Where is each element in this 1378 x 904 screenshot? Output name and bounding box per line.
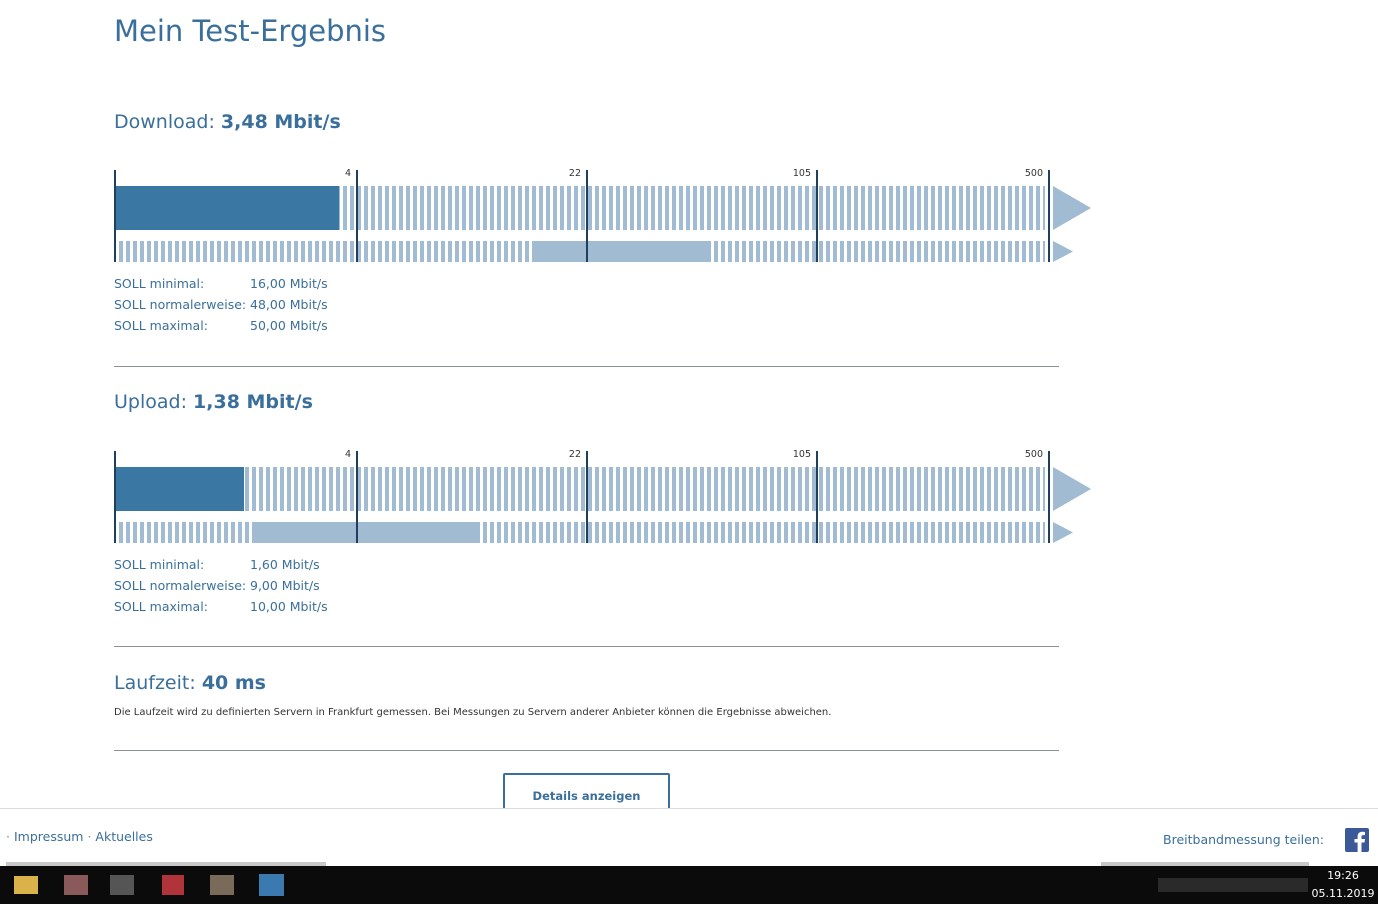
taskbar-icon[interactable] (110, 875, 134, 895)
footer-link[interactable]: Aktuelles (95, 829, 153, 844)
taskbar-icon[interactable] (162, 875, 184, 895)
download-value: 3,48 Mbit/s (220, 111, 341, 133)
download-heading: Download: 3,48 Mbit/s (114, 111, 341, 133)
scale-label: 105 (792, 168, 811, 179)
download-gauge: 4 22 105 500 (0, 168, 1100, 264)
scale-label: 22 (568, 168, 581, 179)
facebook-icon[interactable] (1345, 828, 1369, 852)
arrow-head (1053, 186, 1091, 230)
divider (114, 750, 1059, 751)
scrollbar (1101, 862, 1309, 866)
target-range (256, 522, 476, 543)
target-range (536, 241, 708, 262)
target-row: SOLL maximal: 10,00 Mbit/s (114, 599, 328, 614)
divider (114, 366, 1059, 367)
scale-label: 500 (1024, 168, 1043, 179)
target-label: SOLL normalerweise: (114, 297, 247, 312)
arrow-head (1053, 522, 1073, 543)
arrow-head (1053, 241, 1073, 262)
scale-label: 105 (792, 449, 811, 460)
latency-label: Laufzeit: (114, 672, 196, 694)
target-value: 9,00 Mbit/s (250, 578, 320, 593)
scrollbar (6, 862, 326, 866)
target-label: SOLL minimal: (114, 276, 205, 291)
measured-bar (115, 467, 244, 511)
scale-line (586, 451, 588, 543)
footer-links: · Impressum · Aktuelles (6, 829, 153, 844)
arrow-head (1053, 467, 1091, 511)
target-row: SOLL minimal: 16,00 Mbit/s (114, 276, 328, 291)
footer: · Impressum · Aktuelles Breitbandmessung… (0, 808, 1378, 867)
tray-icons[interactable] (1158, 878, 1308, 892)
scale-line (1048, 451, 1050, 543)
scale-label: 500 (1024, 449, 1043, 460)
separator: · (87, 829, 92, 844)
target-value: 10,00 Mbit/s (250, 599, 328, 614)
upload-label: Upload: (114, 391, 187, 413)
target-row: SOLL maximal: 50,00 Mbit/s (114, 318, 328, 333)
scale-line (816, 451, 818, 543)
scale-line (586, 170, 588, 262)
divider (114, 646, 1059, 647)
scale-line (114, 451, 116, 543)
taskbar-icon[interactable] (14, 876, 38, 894)
scale-label: 22 (568, 449, 581, 460)
target-value: 48,00 Mbit/s (250, 297, 328, 312)
page-title: Mein Test-Ergebnis (114, 14, 387, 48)
clock-date[interactable]: 05.11.2019 (1311, 887, 1375, 900)
taskbar-icon[interactable] (210, 875, 234, 895)
scale-line (1048, 170, 1050, 262)
clock-time[interactable]: 19:26 (1327, 869, 1359, 882)
measured-bar (115, 186, 339, 230)
target-row: SOLL minimal: 1,60 Mbit/s (114, 557, 320, 572)
taskbar-icon[interactable] (259, 874, 284, 896)
target-row: SOLL normalerweise: 9,00 Mbit/s (114, 578, 320, 593)
scale-label: 4 (344, 168, 351, 179)
target-value: 16,00 Mbit/s (250, 276, 328, 291)
taskbar-icon[interactable] (64, 875, 88, 895)
download-label: Download: (114, 111, 215, 133)
scale-arrow (1053, 186, 1091, 262)
scale-line (356, 170, 358, 262)
latency-note: Die Laufzeit wird zu definierten Servern… (114, 707, 832, 718)
bar-track (119, 467, 1045, 511)
scale-line (816, 170, 818, 262)
taskbar: 19:26 05.11.2019 (0, 866, 1378, 904)
target-label: SOLL maximal: (114, 318, 208, 333)
latency-heading: Laufzeit: 40 ms (114, 672, 266, 694)
upload-value: 1,38 Mbit/s (193, 391, 313, 413)
scale-label: 4 (344, 449, 351, 460)
target-value: 50,00 Mbit/s (250, 318, 328, 333)
scale-arrow (1053, 467, 1091, 543)
footer-link[interactable]: Impressum (13, 829, 84, 844)
target-label: SOLL normalerweise: (114, 578, 247, 593)
separator: · (6, 829, 10, 844)
target-label: SOLL maximal: (114, 599, 208, 614)
target-row: SOLL normalerweise: 48,00 Mbit/s (114, 297, 328, 312)
share-label: Breitbandmessung teilen: (1163, 832, 1324, 847)
upload-heading: Upload: 1,38 Mbit/s (114, 391, 313, 413)
scale-line (114, 170, 116, 262)
scale-line (356, 451, 358, 543)
upload-gauge: 4 22 105 500 (0, 449, 1100, 545)
target-value: 1,60 Mbit/s (250, 557, 320, 572)
latency-value: 40 ms (201, 672, 266, 694)
target-label: SOLL minimal: (114, 557, 205, 572)
